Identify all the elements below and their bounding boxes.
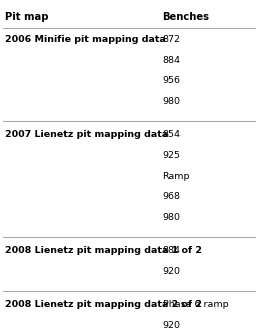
Text: 980: 980 [163, 213, 181, 222]
Text: Phase 6 ramp: Phase 6 ramp [163, 300, 228, 309]
Text: 956: 956 [163, 76, 181, 85]
Text: Benches: Benches [163, 12, 209, 22]
Text: 920: 920 [163, 321, 181, 330]
Text: 920: 920 [163, 267, 181, 276]
Text: Ramp: Ramp [163, 172, 190, 181]
Text: 884: 884 [163, 246, 181, 255]
Text: 854: 854 [163, 130, 181, 139]
Text: 925: 925 [163, 151, 181, 160]
Text: 2008 Lienetz pit mapping data 1 of 2: 2008 Lienetz pit mapping data 1 of 2 [5, 246, 202, 255]
Text: 980: 980 [163, 97, 181, 106]
Text: 884: 884 [163, 55, 181, 64]
Text: Pit map: Pit map [5, 12, 49, 22]
Text: 2008 Lienetz pit mapping data 2 of 2: 2008 Lienetz pit mapping data 2 of 2 [5, 300, 202, 309]
Text: 968: 968 [163, 192, 181, 201]
Text: 2006 Minifie pit mapping data: 2006 Minifie pit mapping data [5, 35, 166, 44]
Text: 872: 872 [163, 35, 181, 44]
Text: 2007 Lienetz pit mapping data: 2007 Lienetz pit mapping data [5, 130, 168, 139]
